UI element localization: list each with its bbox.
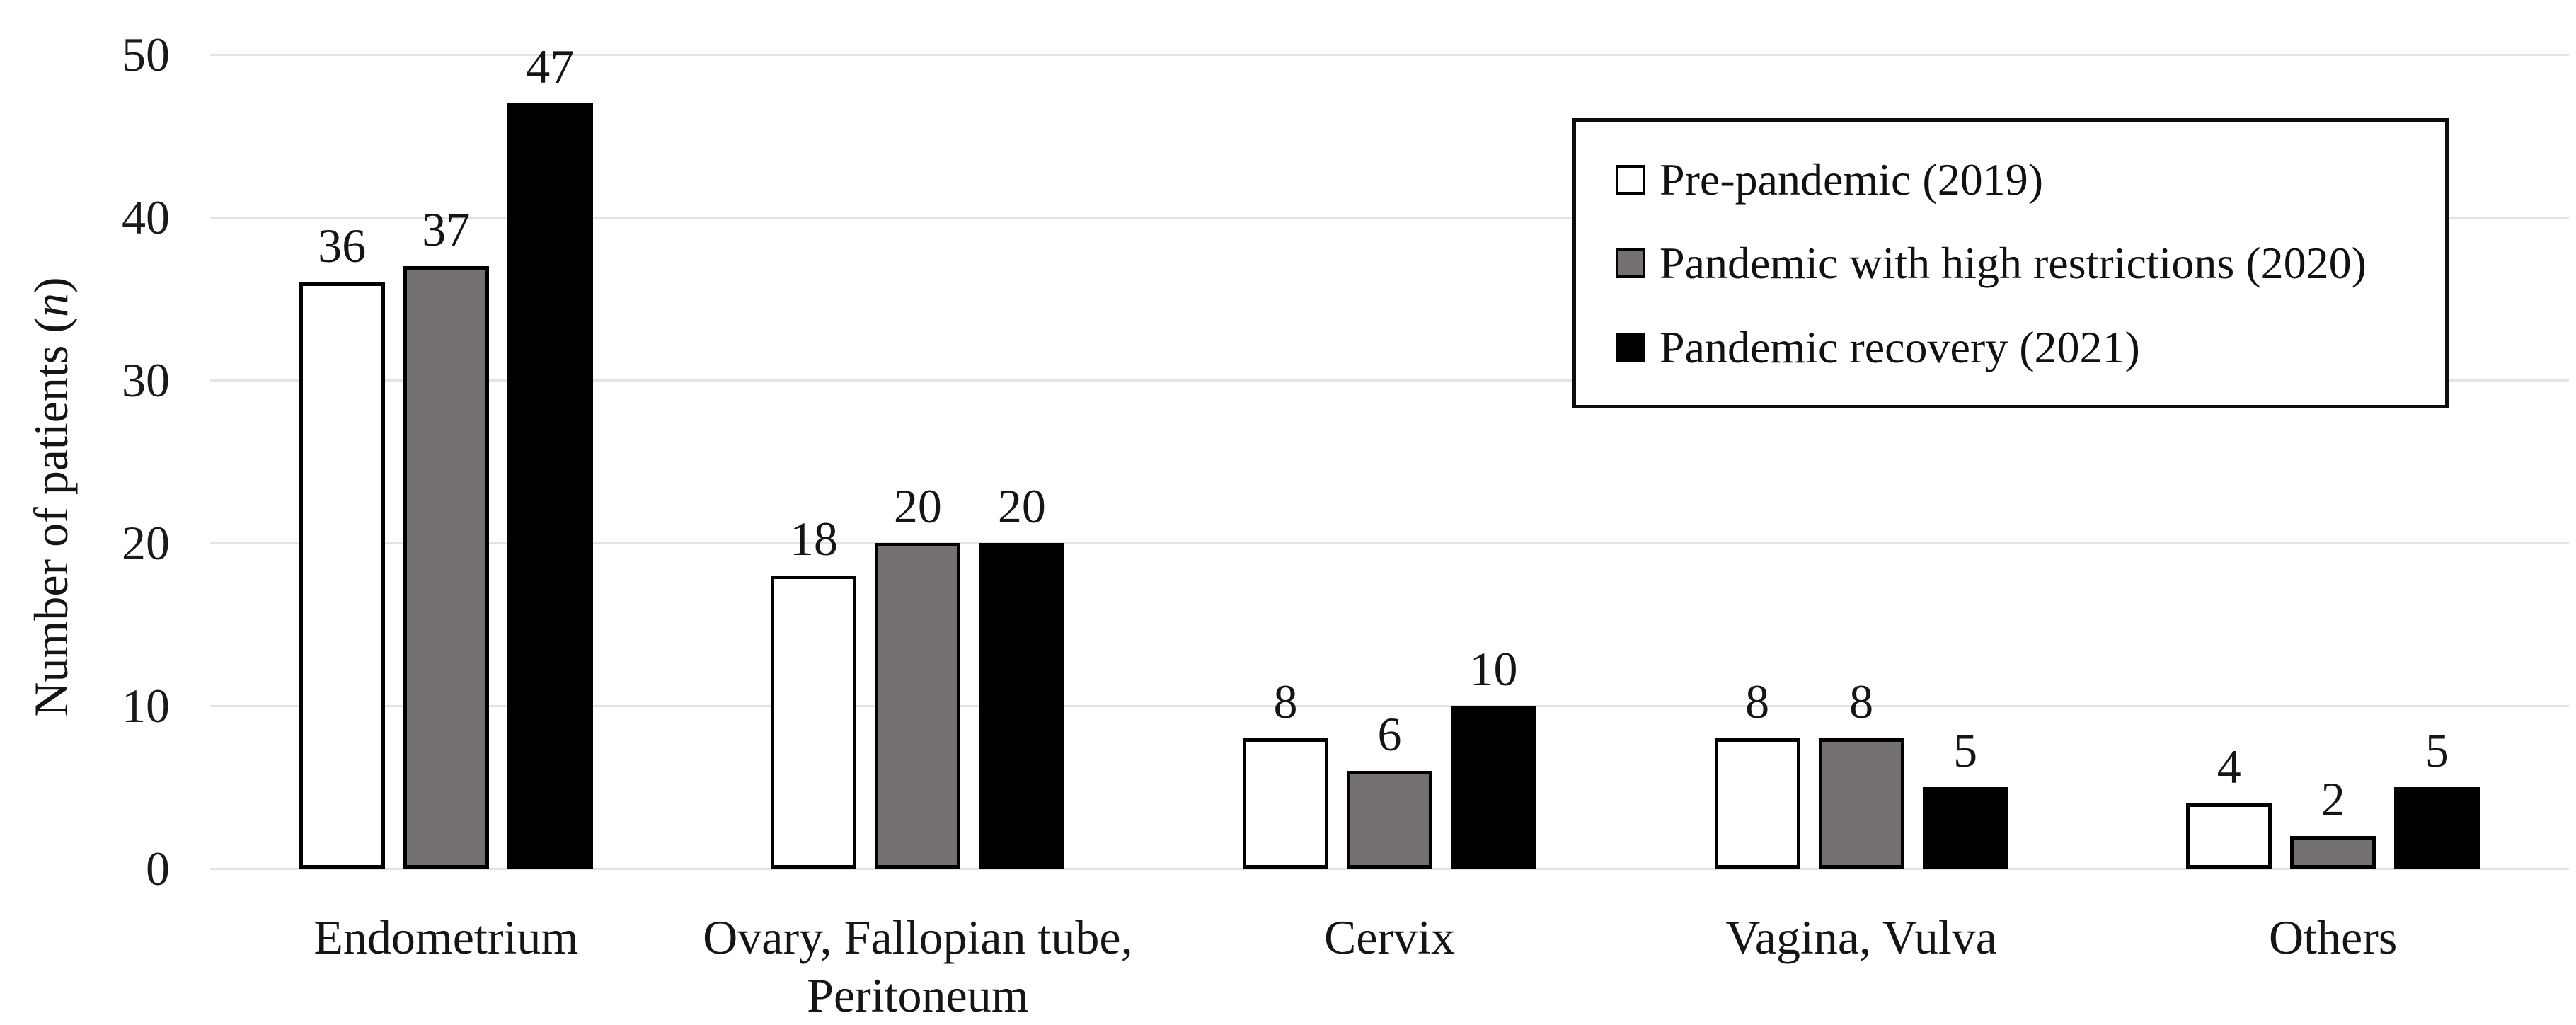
y-axis-title: Number of patients (n) [21,37,81,957]
bar [299,282,385,869]
legend-row: Pandemic recovery (2021) [1616,321,2445,374]
bar-value-label: 20 [997,479,1046,533]
y-axis-title-suffix: ) [24,277,78,294]
legend-swatch [1616,332,1645,362]
bar-value-label: 18 [789,512,838,566]
bar-value-label: 4 [2216,740,2241,794]
gridline [210,217,2569,219]
bar-value-label: 8 [1849,675,1874,728]
y-tick-label: 20 [122,516,170,570]
legend-label: Pandemic with high restrictions (2020) [1660,238,2367,288]
y-axis-title-italic-n: n [24,293,78,318]
bar [1818,738,1904,869]
bar-value-label: 47 [526,40,575,93]
y-tick-label: 40 [122,190,170,244]
bar-value-label: 20 [893,479,942,533]
legend: Pre-pandemic (2019) Pandemic with high re… [1572,118,2449,408]
legend-row: Pre-pandemic (2019) [1616,154,2445,206]
category-label: Others [2086,908,2576,966]
category-label: Cervix [1142,908,1638,966]
category-label: Endometrium [198,908,694,966]
gridline [210,54,2569,56]
bar [979,543,1065,869]
category-label-line: Endometrium [314,910,579,964]
bar [771,576,857,869]
gridline [210,542,2569,544]
x-axis-labels: Endometrium Ovary, Fallopian tube, Periton… [210,908,2569,1025]
bar-value-label: 36 [318,219,367,273]
gridline [210,705,2569,707]
legend-label: Pre-pandemic (2019) [1660,154,2044,205]
category-label-line: Vagina, Vulva [1725,910,1997,964]
legend-label: Pandemic recovery (2021) [1660,321,2140,372]
y-tick-label: 10 [122,679,170,733]
bar [507,103,593,869]
y-tick-label: 50 [122,28,170,81]
bar-value-label: 10 [1469,642,1518,696]
category-label-line: Peritoneum [807,968,1029,1022]
bar-value-label: 5 [2425,723,2449,777]
bar-value-label: 6 [1377,707,1402,761]
bar-value-label: 37 [422,202,471,256]
bar [875,543,961,869]
bar-value-label: 2 [2321,772,2345,826]
bar-value-label: 5 [1953,723,1978,777]
bar [403,266,489,869]
bar [2394,787,2480,869]
plot-area: 36 37 47 18 20 20 8 6 10 8 8 5 4 2 5 [210,40,2569,870]
y-tick-label: 0 [146,842,170,895]
bar-value-label: 8 [1273,675,1298,728]
bar [2186,803,2272,869]
category-label-line: Others [2269,910,2398,964]
bar [2290,836,2376,869]
gridline [210,379,2569,382]
bar [1451,706,1536,869]
bar [1922,787,2008,869]
bar [1243,738,1328,869]
legend-swatch [1616,248,1645,278]
gridline [210,868,2569,870]
category-label: Ovary, Fallopian tube, Peritoneum [670,908,1166,1024]
bar [1347,771,1432,869]
legend-swatch [1616,164,1645,195]
category-label-line: Cervix [1323,910,1456,964]
legend-row: Pandemic with high restrictions (2020) [1616,237,2445,290]
bar-value-label: 8 [1745,675,1770,728]
category-label-line: Ovary, Fallopian tube, [703,910,1133,964]
y-tick-label: 30 [122,353,170,407]
category-label: Vagina, Vulva [1614,908,2109,966]
bar [1714,738,1800,869]
